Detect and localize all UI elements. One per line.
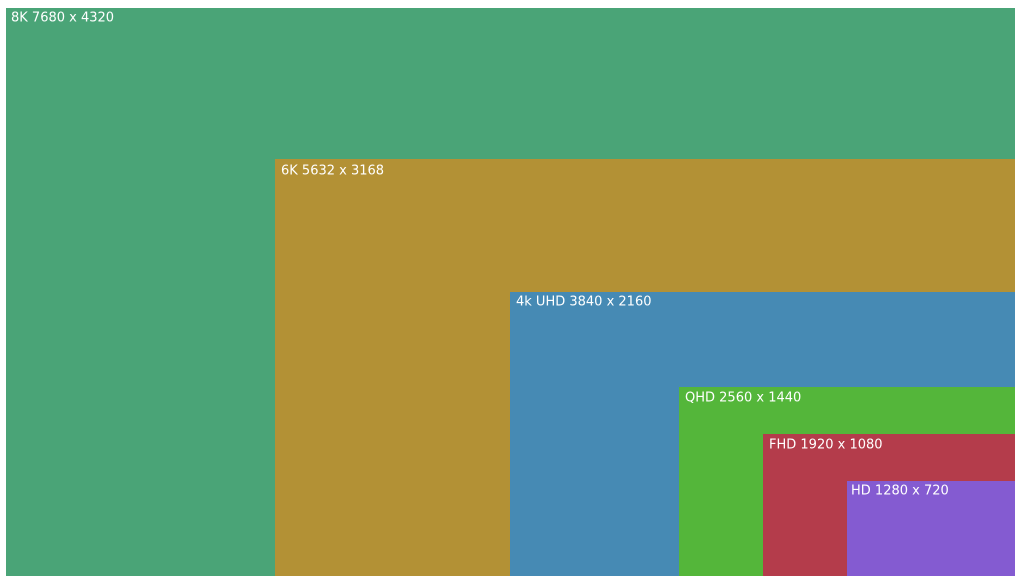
resolution-label: 6K 5632 x 3168	[281, 164, 384, 179]
resolution-label: 4k UHD 3840 x 2160	[516, 295, 652, 310]
resolution-label: FHD 1920 x 1080	[769, 438, 883, 453]
resolution-label: HD 1280 x 720	[851, 484, 949, 499]
resolution-label: QHD 2560 x 1440	[685, 391, 801, 406]
resolution-box	[847, 481, 1015, 576]
resolution-label: 8K 7680 x 4320	[11, 11, 114, 26]
